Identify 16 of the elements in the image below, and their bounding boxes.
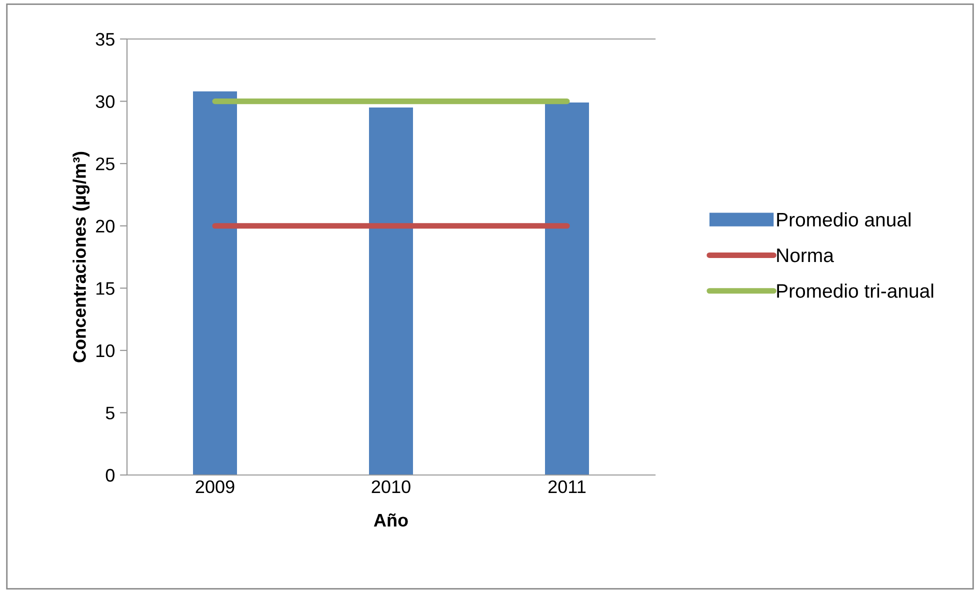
y-tick-label: 15 [96, 282, 114, 295]
y-tick-label: 30 [96, 95, 114, 108]
legend-label: Promedio anual [777, 212, 910, 227]
x-tick-label: 2011 [548, 480, 586, 494]
y-tick-label: 25 [96, 158, 114, 170]
x-tick-label: 2009 [196, 480, 234, 494]
y-tick-label: 20 [96, 220, 114, 233]
y-tick-label: 10 [96, 344, 114, 358]
x-axis-title: Año [374, 513, 408, 527]
y-tick-label: 35 [96, 32, 114, 46]
legend-label: Norma [777, 248, 834, 262]
x-tick-label: 2010 [372, 480, 410, 494]
y-axis-title: Concentraciones (µg/m³) [72, 152, 90, 362]
y-tick-label: 5 [106, 406, 114, 420]
y-tick-label: 0 [106, 468, 114, 482]
legend-label: Promedio tri-anual [777, 284, 934, 298]
